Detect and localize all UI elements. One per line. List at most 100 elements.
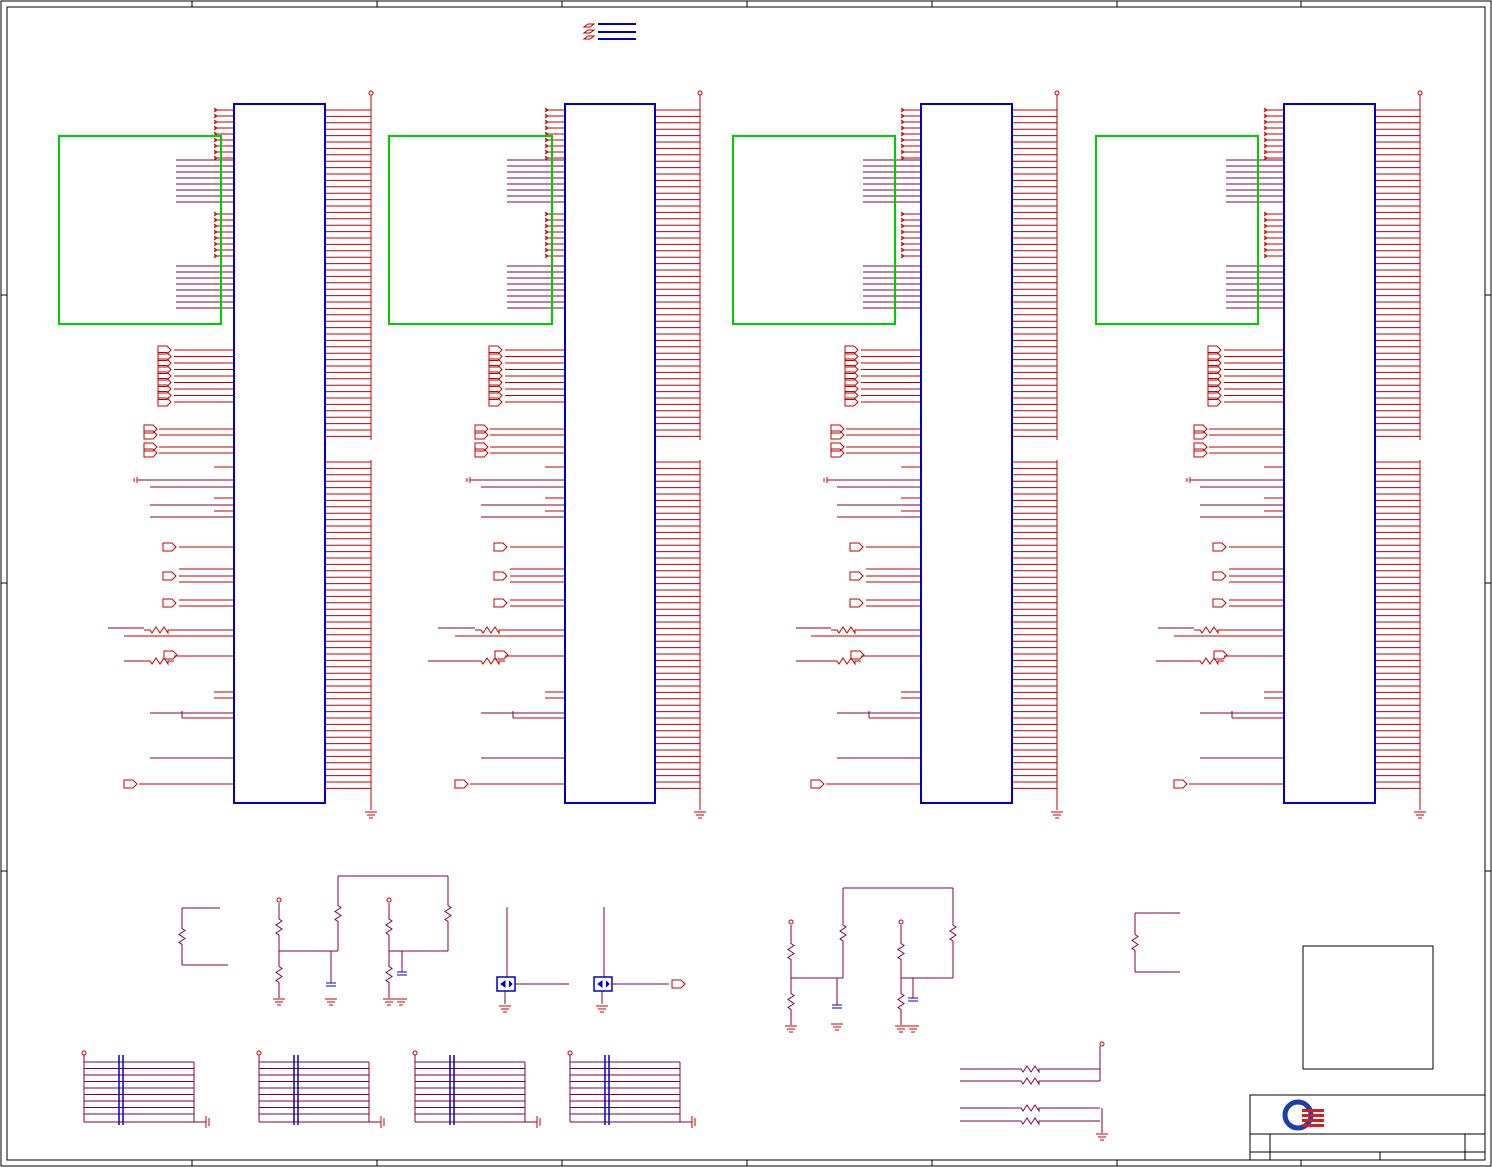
net-flag-icon — [474, 424, 489, 434]
bus-entry-symbol — [582, 23, 636, 40]
no-connect-icon — [900, 119, 905, 125]
net-flag-icon — [474, 448, 489, 458]
power-icon — [412, 1050, 418, 1056]
no-connect-icon — [544, 125, 549, 131]
no-connect-icon — [1263, 247, 1268, 253]
no-connect-icon — [1263, 119, 1268, 125]
resistor-icon — [787, 978, 795, 1025]
resistor-icon — [1194, 626, 1224, 635]
net-flag-icon — [493, 571, 508, 581]
resistor-icon — [831, 626, 861, 635]
no-connect-icon — [1263, 155, 1268, 161]
resistor-icon — [144, 657, 174, 666]
resistor-icon — [839, 888, 847, 978]
no-connect-icon — [1263, 241, 1268, 247]
power-icon — [276, 897, 282, 903]
net-flag-icon — [1212, 571, 1227, 581]
power-icon — [697, 90, 703, 96]
resistor-icon — [385, 951, 393, 998]
mosfet-icon — [500, 980, 513, 988]
no-connect-icon — [900, 223, 905, 229]
bottom-circuitry — [81, 875, 1180, 1141]
no-connect-icon — [213, 119, 218, 125]
resistor-icon — [897, 925, 905, 978]
resistor-icon — [444, 876, 452, 951]
highlight-box — [732, 135, 896, 325]
resistor-icon — [831, 657, 861, 666]
no-connect-icon — [900, 253, 905, 259]
net-flag-icon — [849, 571, 864, 581]
net-flag-icon — [830, 442, 845, 452]
net-flag-icon — [849, 598, 864, 608]
no-connect-icon — [900, 113, 905, 119]
resistor-icon — [949, 888, 957, 978]
no-connect-icon — [544, 223, 549, 229]
net-flag-icon — [1193, 448, 1208, 458]
net-flag-icon — [162, 598, 177, 608]
net-flag-icon — [488, 397, 503, 407]
no-connect-icon — [900, 229, 905, 235]
no-connect-icon — [1263, 253, 1268, 259]
no-connect-icon — [900, 125, 905, 131]
resistor-icon — [960, 1077, 1100, 1086]
no-connect-icon — [1263, 125, 1268, 131]
resistor-icon — [1131, 913, 1139, 972]
net-flag-icon — [671, 979, 686, 989]
resistor-icon — [1194, 657, 1224, 666]
net-flag-icon — [454, 779, 469, 789]
no-connect-icon — [544, 247, 549, 253]
resistor-icon — [275, 903, 283, 951]
no-connect-icon — [213, 253, 218, 259]
highlight-box — [1095, 135, 1259, 325]
power-icon — [1099, 1041, 1105, 1047]
net-flag-icon — [1193, 442, 1208, 452]
resistor-icon — [275, 951, 283, 998]
net-flag-icon — [830, 448, 845, 458]
highlight-box — [58, 135, 222, 325]
no-connect-icon — [1263, 235, 1268, 241]
no-connect-icon — [900, 107, 905, 113]
mosfet-icon — [597, 980, 610, 988]
no-connect-icon — [1263, 113, 1268, 119]
resistor-icon — [178, 908, 186, 965]
no-connect-icon — [900, 131, 905, 137]
quanta-logo-icon — [1282, 1099, 1324, 1131]
net-flag-icon — [844, 397, 859, 407]
no-connect-icon — [544, 143, 549, 149]
no-connect-icon — [213, 149, 218, 155]
net-flag-icon — [143, 430, 158, 440]
net-flag-icon — [1212, 598, 1227, 608]
no-connect-icon — [213, 229, 218, 235]
net-flag-icon — [493, 598, 508, 608]
power-icon — [368, 90, 374, 96]
net-flag-icon — [163, 650, 178, 660]
no-connect-icon — [544, 229, 549, 235]
no-connect-icon — [544, 107, 549, 113]
net-flag-icon — [143, 448, 158, 458]
no-connect-icon — [544, 217, 549, 223]
net-flag-icon — [474, 430, 489, 440]
sheet-inner-frame — [6, 6, 1486, 1161]
title-block — [1249, 945, 1486, 1161]
power-icon — [1054, 90, 1060, 96]
no-connect-icon — [900, 149, 905, 155]
no-connect-icon — [900, 155, 905, 161]
no-connect-icon — [544, 149, 549, 155]
dram-ic-body — [1283, 103, 1376, 804]
resistor-icon — [475, 626, 505, 635]
power-icon — [81, 1050, 87, 1056]
net-flag-icon — [162, 571, 177, 581]
no-connect-icon — [900, 247, 905, 253]
no-connect-icon — [544, 113, 549, 119]
no-connect-icon — [900, 217, 905, 223]
no-connect-icon — [1263, 223, 1268, 229]
no-connect-icon — [1263, 143, 1268, 149]
no-connect-icon — [213, 125, 218, 131]
no-connect-icon — [900, 241, 905, 247]
net-flag-icon — [1193, 430, 1208, 440]
power-icon — [1417, 90, 1423, 96]
no-connect-icon — [544, 211, 549, 217]
net-flag-icon — [830, 424, 845, 434]
